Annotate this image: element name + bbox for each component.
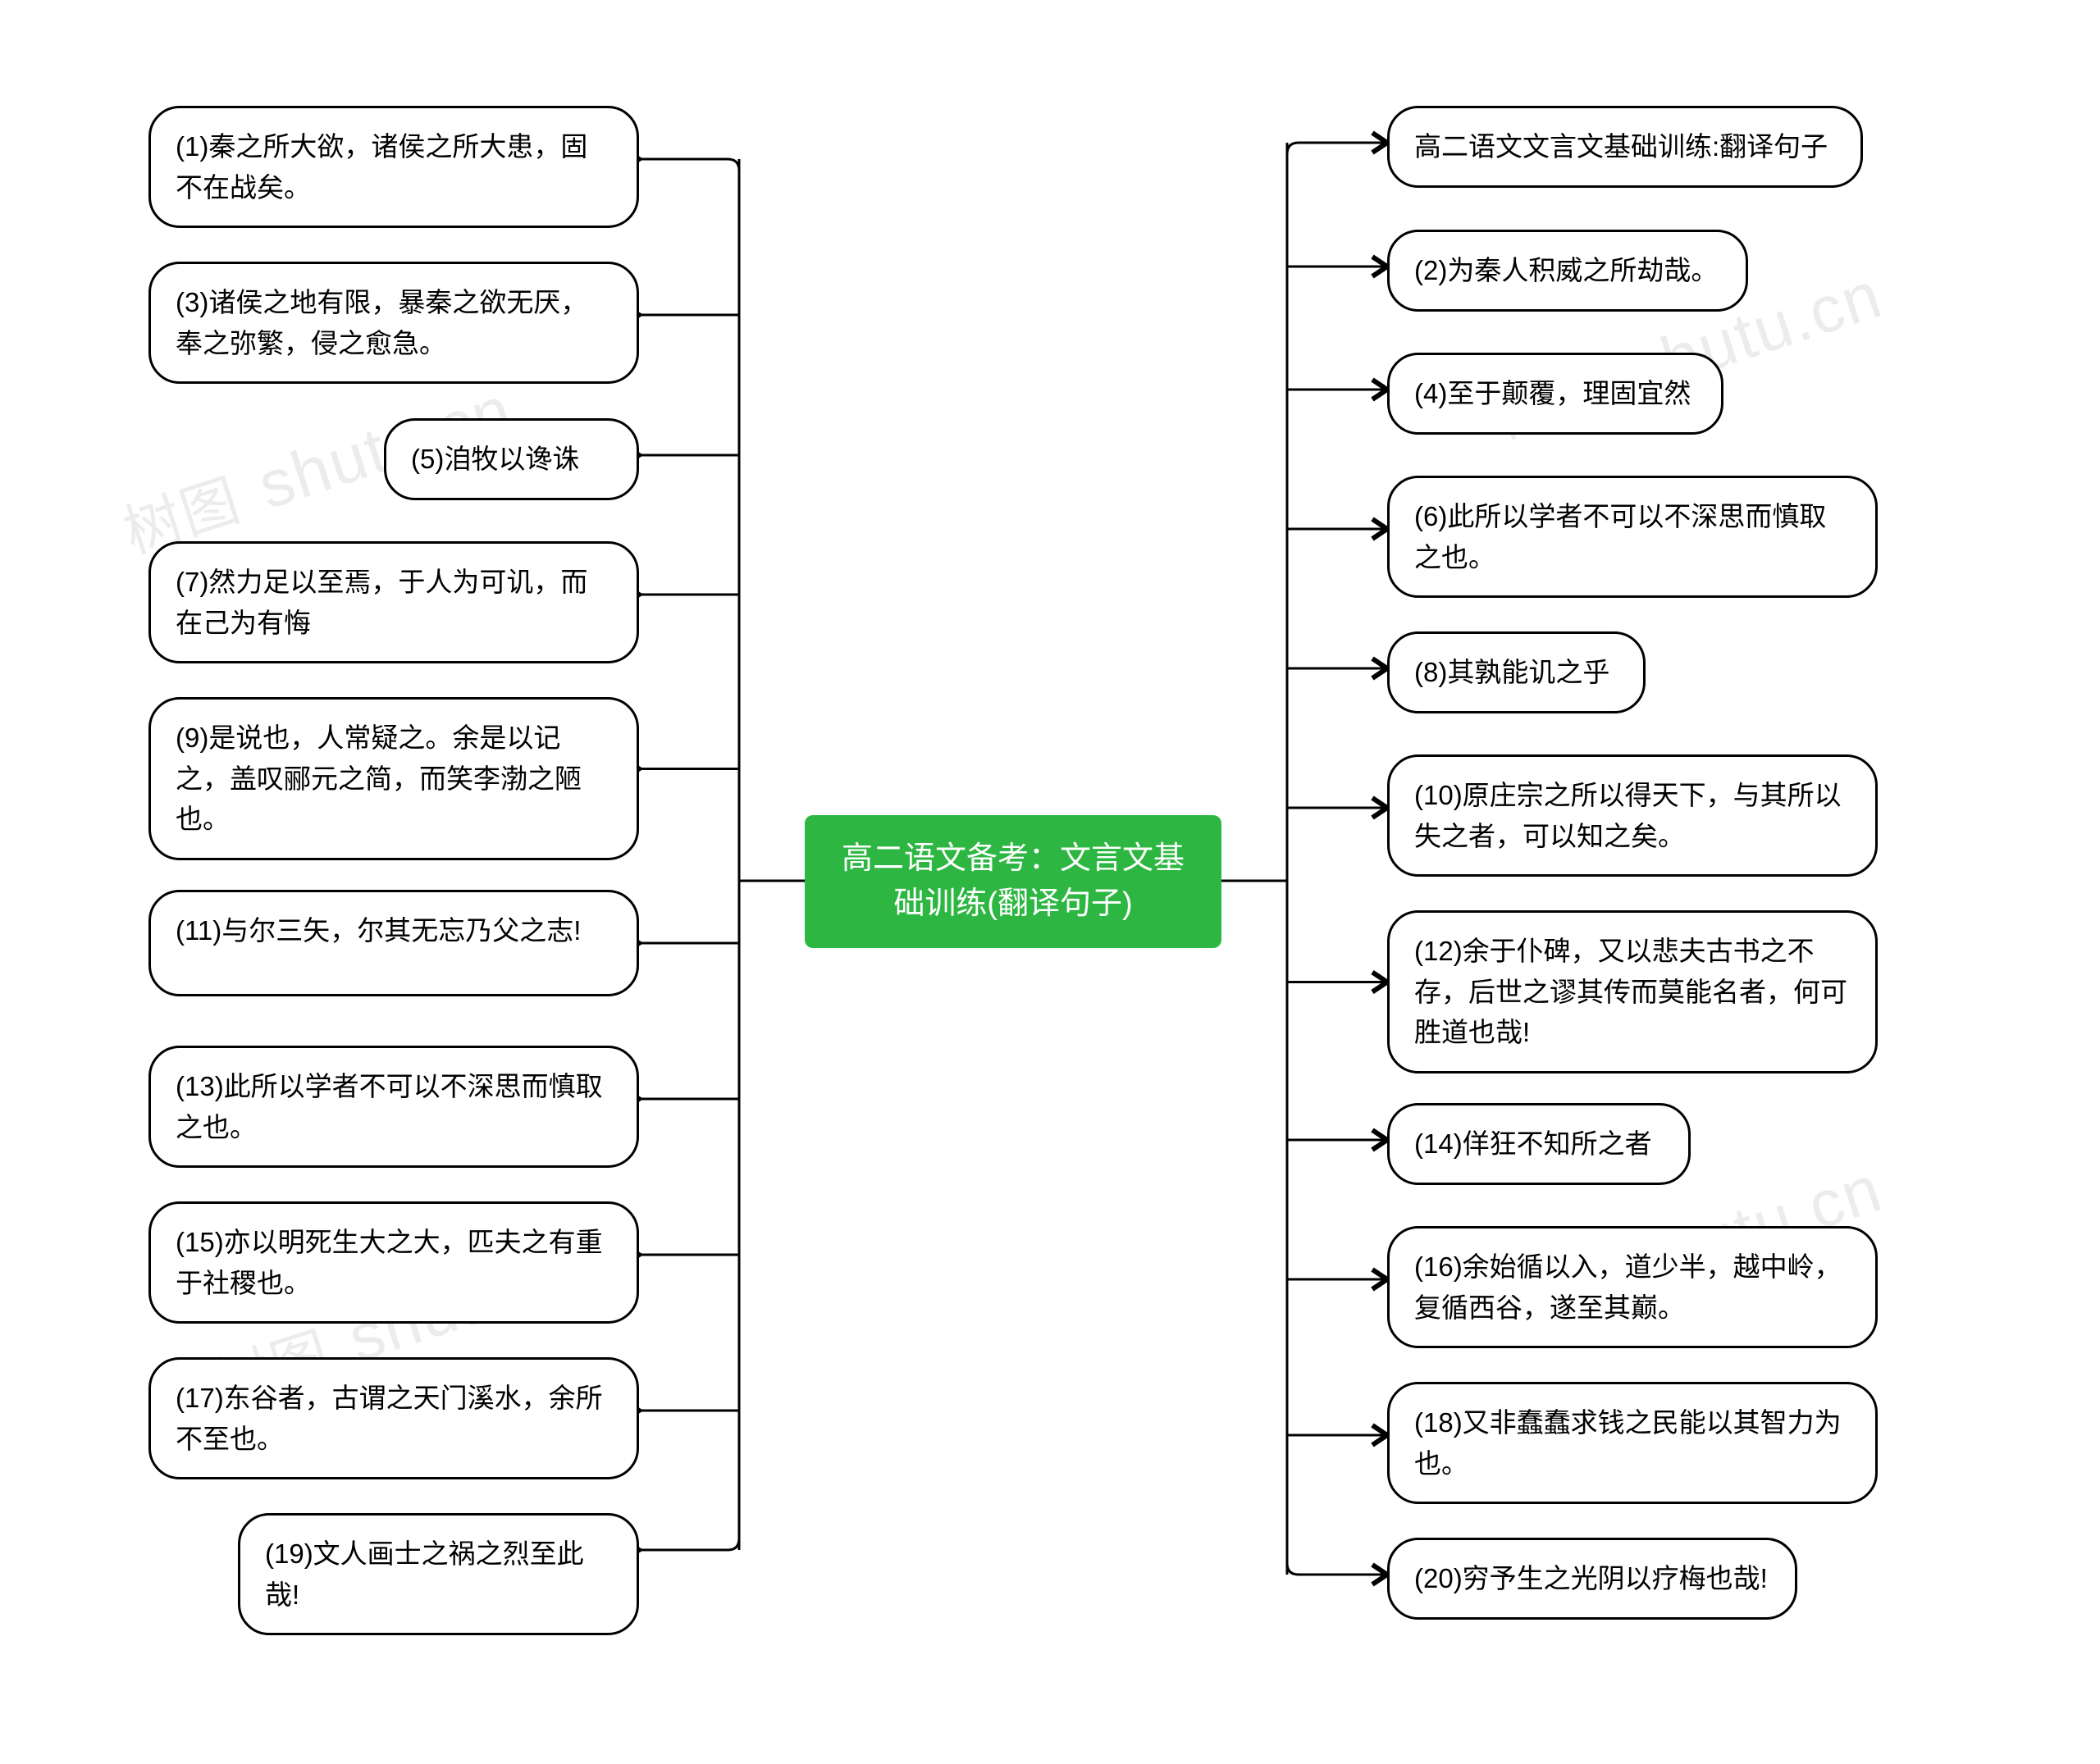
mindmap-node: (7)然力足以至焉，于人为可讥，而在己为有悔 (148, 541, 639, 663)
center-node: 高二语文备考：文言文基 础训练(翻译句子) (805, 815, 1221, 948)
mindmap-node: (6)此所以学者不可以不深思而慎取之也。 (1387, 476, 1878, 598)
mindmap-node: (18)又非蠢蠢求钱之民能以其智力为也。 (1387, 1382, 1878, 1504)
node-text: (14)佯狂不知所之者 (1414, 1128, 1652, 1159)
mindmap-node: (10)原庄宗之所以得天下，与其所以失之者，可以知之矣。 (1387, 754, 1878, 877)
mindmap-canvas: 树图shutu.cn树图shutu.cn树图shutu.cn树图shutu.cn… (0, 0, 2100, 1764)
mindmap-node: (9)是说也，人常疑之。余是以记之，盖叹郦元之简，而笑李渤之陋也。 (148, 697, 639, 860)
mindmap-node: (14)佯狂不知所之者 (1387, 1103, 1691, 1185)
mindmap-node: (4)至于颠覆，理固宜然 (1387, 353, 1723, 435)
node-text: (12)余于仆碑，又以悲夫古书之不存，后世之谬其传而莫能名者，何可胜道也哉! (1414, 936, 1847, 1047)
mindmap-node: (13)此所以学者不可以不深思而慎取之也。 (148, 1046, 639, 1168)
node-text: (8)其孰能讥之乎 (1414, 657, 1609, 687)
mindmap-node: (16)余始循以入，道少半，越中岭，复循西谷，遂至其巅。 (1387, 1226, 1878, 1348)
mindmap-node: 高二语文文言文基础训练:翻译句子 (1387, 106, 1863, 188)
node-text: (1)秦之所大欲，诸侯之所大患，固不在战矣。 (176, 131, 587, 203)
center-line2: 础训练(翻译句子) (893, 887, 1132, 921)
mindmap-node: (17)东谷者，古谓之天门溪水，余所不至也。 (148, 1357, 639, 1479)
node-text: (13)此所以学者不可以不深思而慎取之也。 (176, 1071, 603, 1142)
mindmap-node: (12)余于仆碑，又以悲夫古书之不存，后世之谬其传而莫能名者，何可胜道也哉! (1387, 910, 1878, 1073)
node-text: (3)诸侯之地有限，暴秦之欲无厌，奉之弥繁，侵之愈急。 (176, 287, 587, 358)
node-text: (2)为秦人积威之所劫哉。 (1414, 255, 1718, 285)
node-text: (7)然力足以至焉，于人为可讥，而在己为有悔 (176, 567, 587, 638)
node-text: (16)余始循以入，道少半，越中岭，复循西谷，遂至其巅。 (1414, 1251, 1842, 1323)
mindmap-node: (5)洎牧以谗诛 (384, 418, 639, 500)
node-text: (6)此所以学者不可以不深思而慎取之也。 (1414, 501, 1826, 572)
mindmap-node: (19)文人画士之祸之烈至此哉! (238, 1513, 639, 1635)
mindmap-node: (3)诸侯之地有限，暴秦之欲无厌，奉之弥繁，侵之愈急。 (148, 262, 639, 384)
node-text: (17)东谷者，古谓之天门溪水，余所不至也。 (176, 1383, 603, 1454)
mindmap-node: (20)穷予生之光阴以疗梅也哉! (1387, 1538, 1797, 1620)
mindmap-node: (11)与尔三矢，尔其无忘乃父之志! (148, 890, 639, 996)
node-text: (19)文人画士之祸之烈至此哉! (265, 1538, 584, 1610)
node-text: (20)穷予生之光阴以疗梅也哉! (1414, 1563, 1768, 1593)
node-text: (10)原庄宗之所以得天下，与其所以失之者，可以知之矣。 (1414, 780, 1842, 851)
mindmap-node: (15)亦以明死生大之大，匹夫之有重于社稷也。 (148, 1201, 639, 1324)
node-text: 高二语文文言文基础训练:翻译句子 (1414, 131, 1828, 162)
node-text: (4)至于颠覆，理固宜然 (1414, 378, 1691, 408)
mindmap-node: (2)为秦人积威之所劫哉。 (1387, 230, 1748, 312)
center-line1: 高二语文备考：文言文基 (842, 841, 1185, 876)
node-text: (11)与尔三矢，尔其无忘乃父之志! (176, 915, 581, 946)
node-text: (15)亦以明死生大之大，匹夫之有重于社稷也。 (176, 1227, 603, 1298)
node-text: (18)又非蠢蠢求钱之民能以其智力为也。 (1414, 1407, 1842, 1479)
node-text: (9)是说也，人常疑之。余是以记之，盖叹郦元之简，而笑李渤之陋也。 (176, 722, 582, 834)
node-text: (5)洎牧以谗诛 (411, 444, 579, 474)
mindmap-node: (8)其孰能讥之乎 (1387, 631, 1646, 713)
mindmap-node: (1)秦之所大欲，诸侯之所大患，固不在战矣。 (148, 106, 639, 228)
